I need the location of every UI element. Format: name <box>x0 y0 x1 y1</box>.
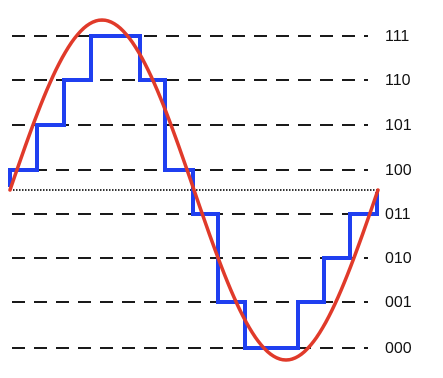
level-label: 011 <box>385 206 411 223</box>
level-label: 101 <box>385 117 412 134</box>
level-label: 010 <box>385 250 412 267</box>
level-labels: 111 110 101 100 011 010 001 000 <box>385 28 412 357</box>
level-label: 000 <box>385 340 412 357</box>
level-label: 001 <box>385 294 412 311</box>
level-label: 111 <box>385 28 409 45</box>
sine-wave <box>8 18 380 362</box>
level-label: 100 <box>385 162 412 179</box>
level-label: 110 <box>385 72 411 89</box>
